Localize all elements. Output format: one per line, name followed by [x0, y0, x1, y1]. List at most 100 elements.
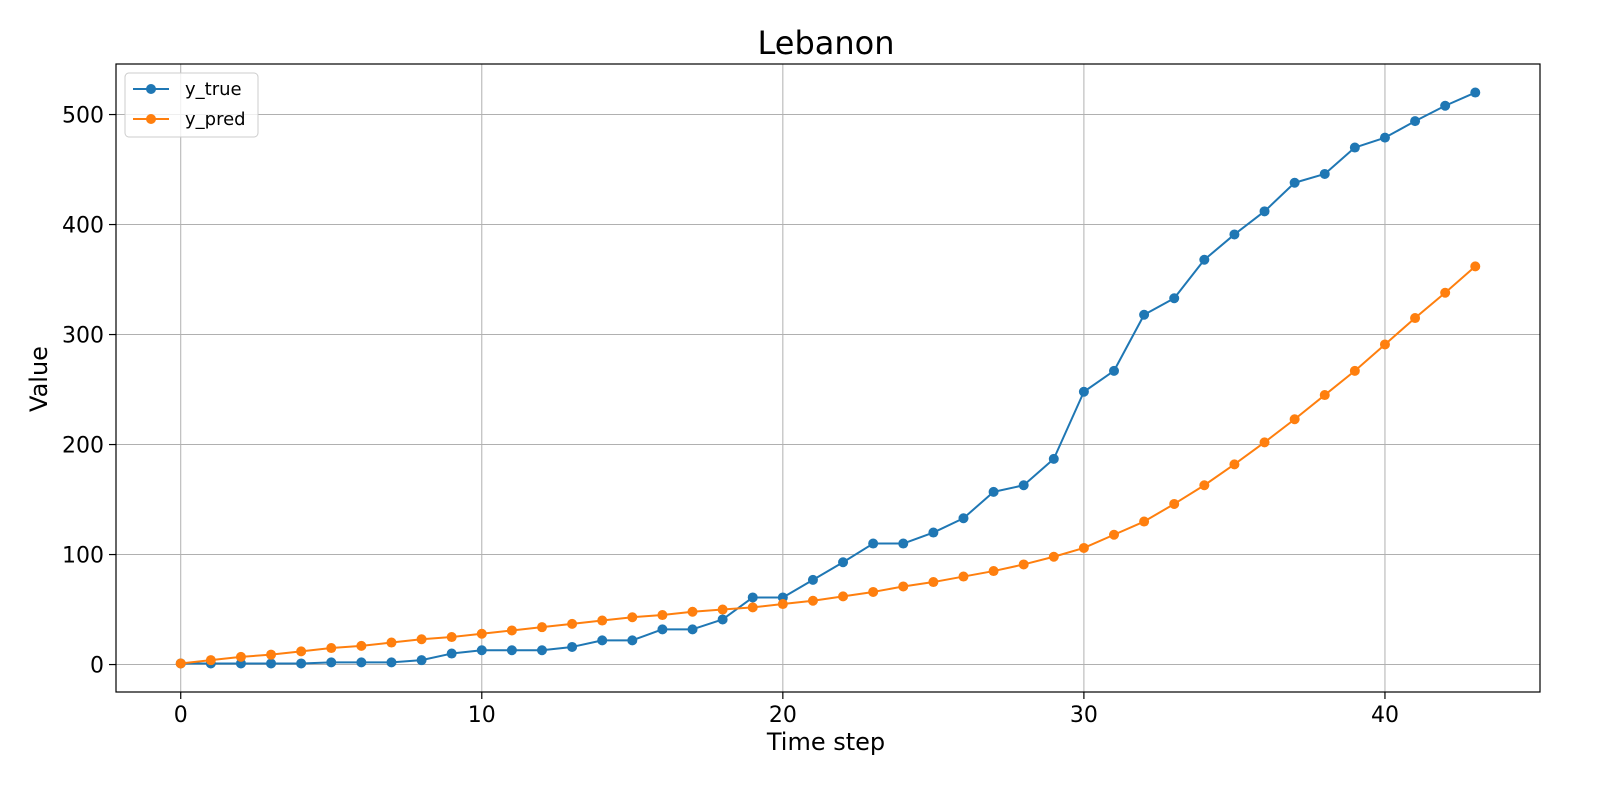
data-point-y_true: [476, 645, 487, 656]
data-point-y_pred: [1319, 390, 1330, 401]
data-point-y_pred: [958, 571, 969, 582]
data-point-y_true: [868, 538, 879, 549]
data-point-y_true: [1319, 168, 1330, 179]
data-point-y_true: [1048, 453, 1059, 464]
data-point-y_true: [747, 592, 758, 603]
legend-label-y_pred: y_pred: [185, 109, 246, 130]
data-point-y_true: [266, 658, 277, 669]
data-point-y_pred: [205, 655, 216, 666]
data-point-y_pred: [1169, 498, 1180, 509]
data-point-y_pred: [235, 651, 246, 662]
data-point-y_pred: [838, 591, 849, 602]
data-point-y_pred: [476, 628, 487, 639]
data-point-y_pred: [657, 610, 668, 621]
data-point-y_pred: [567, 618, 578, 629]
x-tick-label: 0: [174, 703, 188, 728]
x-tick-label: 30: [1070, 703, 1098, 728]
data-point-y_true: [386, 657, 397, 668]
data-point-y_true: [657, 624, 668, 635]
data-point-y_true: [416, 655, 427, 666]
data-point-y_true: [898, 538, 909, 549]
plot-frame: [115, 63, 1541, 693]
data-point-y_pred: [1259, 437, 1270, 448]
data-point-y_true: [928, 527, 939, 538]
data-point-y_true: [1078, 386, 1089, 397]
legend-marker-y_true: [146, 84, 156, 94]
data-point-y_pred: [1139, 516, 1150, 527]
data-point-y_pred: [1078, 542, 1089, 553]
data-point-y_pred: [1349, 365, 1360, 376]
data-point-y_true: [567, 641, 578, 652]
series-line-y_true: [180, 91, 1476, 665]
y-tick-label: 300: [62, 324, 104, 349]
data-point-y_pred: [1470, 261, 1481, 272]
data-point-y_pred: [1018, 559, 1029, 570]
data-point-y_true: [326, 657, 337, 668]
data-point-y_pred: [868, 586, 879, 597]
y-axis-label: Value: [25, 346, 53, 412]
data-point-y_true: [807, 574, 818, 585]
y-tick-label: 0: [90, 654, 104, 679]
data-point-y_pred: [1229, 459, 1240, 470]
data-point-y_pred: [717, 604, 728, 615]
data-point-y_pred: [1440, 287, 1451, 298]
legend-label-y_true: y_true: [185, 79, 242, 100]
data-point-y_true: [1229, 229, 1240, 240]
data-point-y_true: [1259, 206, 1270, 217]
data-point-y_true: [1169, 293, 1180, 304]
data-point-y_true: [296, 658, 307, 669]
legend-item-y_pred: y_pred: [133, 109, 246, 130]
data-point-y_true: [506, 645, 517, 656]
series-y_true: [175, 87, 1481, 669]
data-point-y_pred: [687, 606, 698, 617]
data-point-y_pred: [1048, 551, 1059, 562]
legend: y_true y_pred: [124, 72, 259, 138]
data-point-y_pred: [1109, 529, 1120, 540]
y-tick-label: 100: [62, 544, 104, 569]
series-layer: [175, 87, 1481, 669]
data-point-y_true: [1470, 87, 1481, 98]
data-point-y_pred: [386, 637, 397, 648]
data-point-y_pred: [416, 634, 427, 645]
data-point-y_pred: [536, 622, 547, 633]
data-point-y_true: [597, 635, 608, 646]
data-point-y_pred: [296, 646, 307, 657]
data-point-y_true: [1440, 100, 1451, 111]
y-tick-label: 200: [62, 434, 104, 459]
legend-marker-y_pred: [146, 114, 156, 124]
data-point-y_true: [1349, 142, 1360, 153]
y-tick-label: 500: [62, 104, 104, 129]
data-point-y_pred: [1199, 480, 1210, 491]
data-point-y_true: [717, 614, 728, 625]
data-point-y_pred: [777, 599, 788, 610]
data-point-y_true: [1289, 177, 1300, 188]
data-point-y_pred: [356, 640, 367, 651]
data-point-y_pred: [175, 658, 186, 669]
data-point-y_true: [838, 557, 849, 568]
x-axis-label: Time step: [766, 728, 885, 756]
data-point-y_pred: [326, 643, 337, 654]
data-point-y_pred: [988, 566, 999, 577]
series-line-y_pred: [180, 265, 1476, 665]
data-point-y_true: [1379, 132, 1390, 143]
data-point-y_true: [988, 486, 999, 497]
data-point-y_true: [687, 624, 698, 635]
data-point-y_pred: [928, 577, 939, 588]
data-point-y_pred: [1379, 339, 1390, 350]
data-point-y_true: [536, 645, 547, 656]
data-point-y_true: [1109, 365, 1120, 376]
data-point-y_pred: [506, 625, 517, 636]
data-point-y_pred: [446, 632, 457, 643]
data-point-y_pred: [627, 612, 638, 623]
data-point-y_true: [1018, 480, 1029, 491]
grid: [116, 64, 1540, 692]
data-point-y_true: [1410, 116, 1421, 127]
data-point-y_pred: [597, 615, 608, 626]
data-point-y_pred: [807, 595, 818, 606]
x-tick-label: 40: [1371, 703, 1399, 728]
data-point-y_true: [356, 657, 367, 668]
data-point-y_true: [958, 513, 969, 524]
